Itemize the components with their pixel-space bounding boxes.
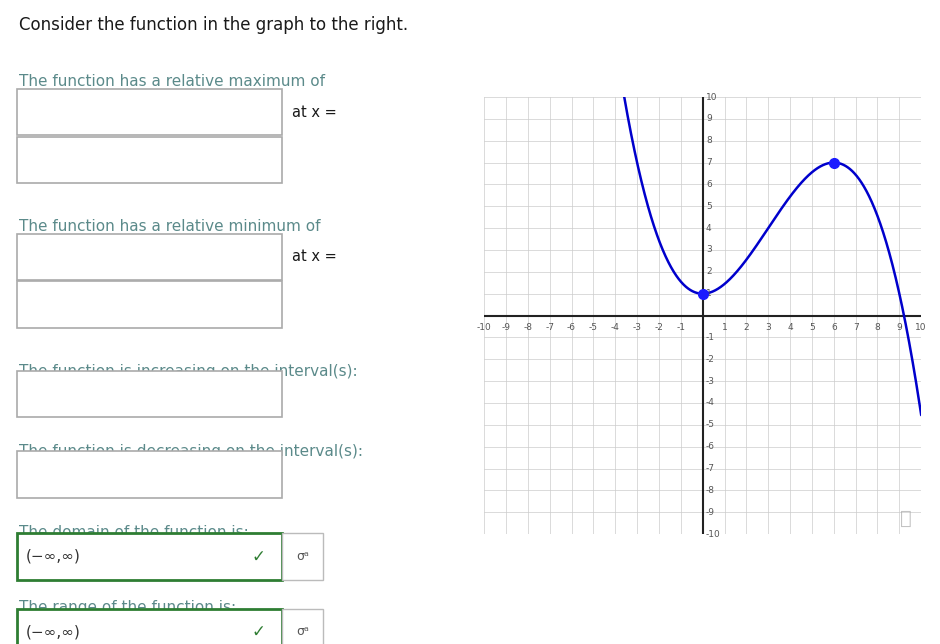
Text: 4: 4 xyxy=(706,223,712,232)
Text: 8: 8 xyxy=(706,137,712,145)
Text: ✓: ✓ xyxy=(252,623,266,641)
Text: -4: -4 xyxy=(611,323,619,332)
Text: σᵃ: σᵃ xyxy=(296,625,309,638)
Text: -6: -6 xyxy=(706,442,715,451)
Text: Consider the function in the graph to the right.: Consider the function in the graph to th… xyxy=(19,16,408,34)
Text: -1: -1 xyxy=(706,333,715,342)
Text: 3: 3 xyxy=(765,323,771,332)
Text: The function is increasing on the interval(s):: The function is increasing on the interv… xyxy=(19,364,357,379)
Text: 9: 9 xyxy=(897,323,902,332)
Text: -10: -10 xyxy=(706,529,721,538)
Text: -2: -2 xyxy=(654,323,664,332)
Text: 8: 8 xyxy=(874,323,881,332)
Text: 7: 7 xyxy=(706,158,712,167)
Text: 10: 10 xyxy=(916,323,927,332)
FancyBboxPatch shape xyxy=(17,234,282,280)
Text: σᵃ: σᵃ xyxy=(296,550,309,563)
Text: The function is decreasing on the interval(s):: The function is decreasing on the interv… xyxy=(19,444,363,459)
Text: -4: -4 xyxy=(706,399,714,408)
Text: -9: -9 xyxy=(706,507,715,516)
Text: The domain of the function is:: The domain of the function is: xyxy=(19,525,249,540)
Text: -5: -5 xyxy=(706,421,715,430)
Text: at x =: at x = xyxy=(292,104,337,120)
Text: -8: -8 xyxy=(524,323,532,332)
Text: 2: 2 xyxy=(706,267,712,276)
Text: -3: -3 xyxy=(633,323,642,332)
Text: 6: 6 xyxy=(706,180,712,189)
FancyBboxPatch shape xyxy=(17,137,282,183)
Text: 5: 5 xyxy=(706,202,712,211)
Text: 1: 1 xyxy=(706,289,712,298)
Text: -7: -7 xyxy=(545,323,555,332)
Text: 1: 1 xyxy=(722,323,728,332)
Text: 3: 3 xyxy=(706,245,712,254)
FancyBboxPatch shape xyxy=(17,371,282,417)
Text: -6: -6 xyxy=(567,323,576,332)
Text: 10: 10 xyxy=(706,93,717,102)
FancyBboxPatch shape xyxy=(17,609,282,644)
Text: The function has a relative minimum of: The function has a relative minimum of xyxy=(19,219,321,234)
Text: -5: -5 xyxy=(588,323,598,332)
Text: 6: 6 xyxy=(831,323,837,332)
Text: 9: 9 xyxy=(706,115,712,124)
Text: 7: 7 xyxy=(853,323,858,332)
Text: 5: 5 xyxy=(809,323,815,332)
Text: ✓: ✓ xyxy=(252,547,266,565)
Text: -8: -8 xyxy=(706,486,715,495)
Text: (−∞,∞): (−∞,∞) xyxy=(26,549,81,564)
Text: -10: -10 xyxy=(477,323,492,332)
Text: -7: -7 xyxy=(706,464,715,473)
Text: The function has a relative maximum of: The function has a relative maximum of xyxy=(19,74,325,89)
Text: -1: -1 xyxy=(676,323,685,332)
Text: at x =: at x = xyxy=(292,249,337,265)
Text: -2: -2 xyxy=(706,355,714,364)
FancyBboxPatch shape xyxy=(17,451,282,498)
FancyBboxPatch shape xyxy=(17,533,282,580)
FancyBboxPatch shape xyxy=(17,89,282,135)
Text: 4: 4 xyxy=(788,323,792,332)
Text: -9: -9 xyxy=(501,323,510,332)
Text: The range of the function is:: The range of the function is: xyxy=(19,600,236,615)
FancyBboxPatch shape xyxy=(282,533,322,580)
Text: 2: 2 xyxy=(744,323,749,332)
FancyBboxPatch shape xyxy=(282,609,322,644)
FancyBboxPatch shape xyxy=(17,281,282,328)
Text: -3: -3 xyxy=(706,377,715,386)
Text: ⌕: ⌕ xyxy=(900,509,912,528)
Text: (−∞,∞): (−∞,∞) xyxy=(26,624,81,639)
